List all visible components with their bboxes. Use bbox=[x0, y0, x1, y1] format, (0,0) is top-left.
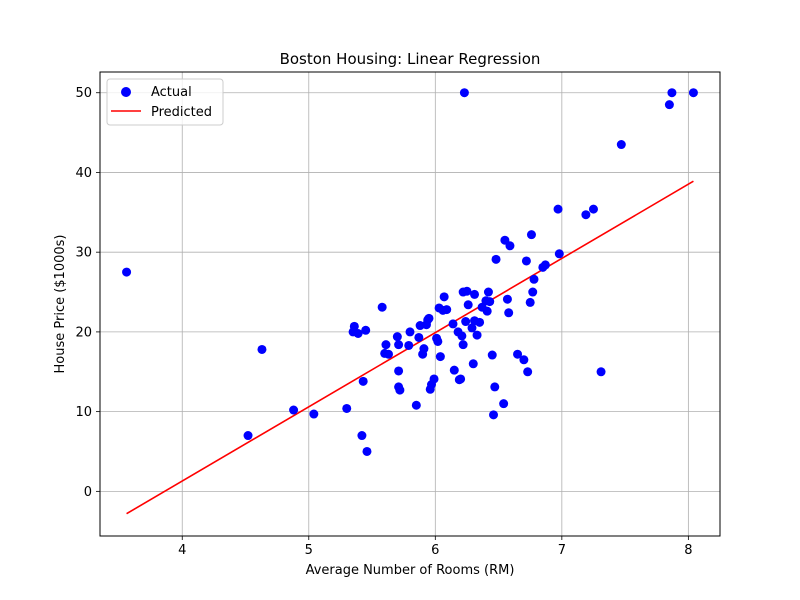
data-point bbox=[349, 321, 359, 331]
data-point bbox=[414, 332, 424, 342]
data-point bbox=[505, 241, 515, 251]
data-point bbox=[475, 317, 485, 327]
data-point bbox=[472, 330, 482, 340]
y-tick-label: 30 bbox=[75, 246, 92, 261]
data-point bbox=[395, 385, 405, 395]
data-point bbox=[467, 323, 477, 333]
data-point bbox=[540, 260, 550, 270]
legend: Actual Predicted bbox=[106, 78, 224, 126]
data-point bbox=[429, 374, 439, 384]
x-axis-label: Average Number of Rooms (RM) bbox=[306, 563, 515, 578]
data-point bbox=[489, 410, 499, 420]
data-point bbox=[596, 367, 606, 377]
data-point bbox=[616, 140, 626, 150]
data-point bbox=[664, 100, 674, 110]
data-point bbox=[468, 359, 478, 369]
data-point bbox=[405, 327, 415, 337]
data-point bbox=[499, 399, 509, 409]
data-point bbox=[449, 365, 459, 375]
data-point bbox=[491, 254, 501, 264]
data-point bbox=[483, 287, 493, 297]
data-point bbox=[482, 306, 492, 316]
y-tick-label: 50 bbox=[75, 86, 92, 101]
data-point bbox=[353, 328, 363, 338]
data-point bbox=[458, 340, 468, 350]
data-point bbox=[461, 317, 471, 327]
y-tick-label: 10 bbox=[75, 405, 92, 420]
data-point bbox=[462, 286, 472, 296]
data-point bbox=[581, 210, 591, 220]
data-point bbox=[553, 204, 563, 214]
data-point bbox=[521, 256, 531, 266]
data-point bbox=[529, 274, 539, 284]
data-point bbox=[525, 297, 535, 307]
data-point bbox=[381, 340, 391, 350]
y-tick-label: 40 bbox=[75, 166, 92, 181]
data-point bbox=[528, 287, 538, 297]
data-point bbox=[394, 366, 404, 376]
legend-box bbox=[106, 78, 224, 126]
data-point bbox=[487, 350, 497, 360]
y-axis-label: House Price ($1000s) bbox=[53, 235, 68, 374]
data-point bbox=[361, 325, 371, 335]
x-tick-label: 4 bbox=[178, 543, 186, 558]
grid-lines bbox=[100, 72, 720, 536]
data-point bbox=[394, 340, 404, 350]
legend-actual-label: Actual bbox=[151, 85, 192, 100]
data-point bbox=[457, 331, 467, 341]
data-point bbox=[419, 344, 429, 354]
data-point bbox=[554, 249, 564, 259]
data-point bbox=[433, 336, 443, 346]
data-point bbox=[392, 332, 402, 342]
data-point bbox=[383, 349, 393, 359]
data-point bbox=[490, 382, 500, 392]
data-point bbox=[424, 313, 434, 323]
data-point bbox=[463, 300, 473, 310]
data-point bbox=[456, 374, 466, 384]
y-axis-ticks: 0 10 20 30 40 50 bbox=[75, 86, 100, 500]
data-point bbox=[448, 319, 458, 329]
x-tick-label: 7 bbox=[558, 543, 566, 558]
data-point bbox=[289, 405, 299, 415]
data-point bbox=[513, 349, 523, 359]
data-point bbox=[442, 305, 452, 315]
data-point bbox=[362, 446, 372, 456]
x-tick-label: 5 bbox=[305, 543, 313, 558]
data-point bbox=[404, 340, 414, 350]
data-point bbox=[309, 409, 319, 419]
y-tick-label: 20 bbox=[75, 325, 92, 340]
data-point bbox=[688, 88, 698, 98]
x-axis-ticks: 4 5 6 7 8 bbox=[178, 536, 693, 558]
data-point bbox=[439, 292, 449, 302]
data-point bbox=[411, 400, 421, 410]
data-point bbox=[502, 294, 512, 304]
data-point bbox=[667, 88, 677, 98]
data-point bbox=[257, 344, 267, 354]
data-point bbox=[459, 88, 469, 98]
data-point bbox=[342, 403, 352, 413]
data-point bbox=[122, 267, 132, 277]
data-point bbox=[588, 204, 598, 214]
x-tick-label: 6 bbox=[431, 543, 439, 558]
data-point bbox=[504, 308, 514, 318]
data-point bbox=[358, 376, 368, 386]
actual-points-layer bbox=[122, 88, 698, 456]
legend-actual-marker bbox=[121, 87, 131, 97]
data-point bbox=[243, 431, 253, 441]
chart-title: Boston Housing: Linear Regression bbox=[280, 50, 541, 68]
y-tick-label: 0 bbox=[84, 485, 92, 500]
data-point bbox=[523, 367, 533, 377]
x-tick-label: 8 bbox=[684, 543, 692, 558]
data-point bbox=[485, 297, 495, 307]
legend-predicted-label: Predicted bbox=[151, 105, 212, 120]
data-point bbox=[377, 302, 387, 312]
data-point bbox=[357, 431, 367, 441]
data-point bbox=[435, 352, 445, 362]
data-point bbox=[526, 230, 536, 240]
plot-frame bbox=[99, 71, 721, 537]
data-point bbox=[519, 355, 529, 365]
data-point bbox=[470, 289, 480, 299]
